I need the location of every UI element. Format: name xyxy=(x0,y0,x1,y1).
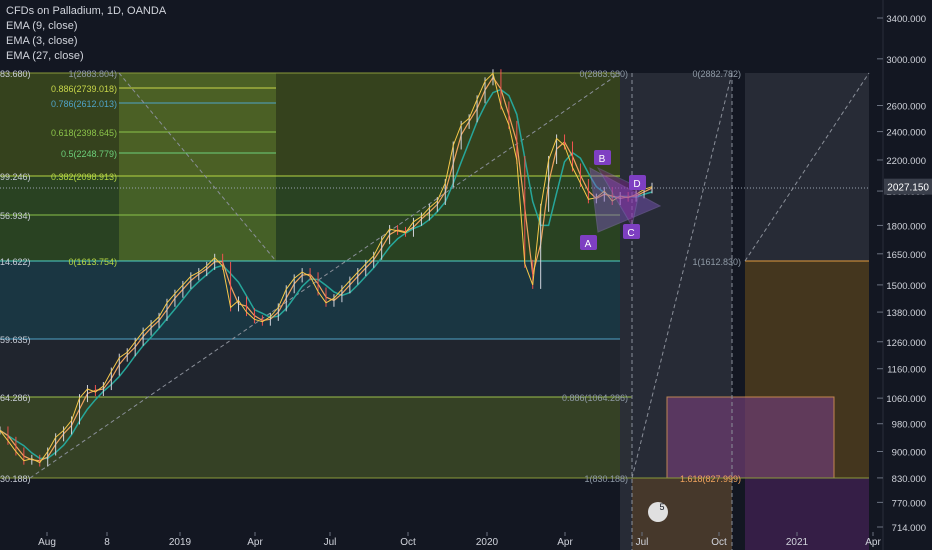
news-badge-count: 5 xyxy=(659,502,664,512)
time-tick-label-7: Apr xyxy=(557,537,573,548)
fib-edge-label-2: 56.934) xyxy=(0,211,31,221)
price-tick-label-13: 980.000 xyxy=(892,420,926,431)
pattern-label-C: C xyxy=(627,228,634,239)
fib-left-label-1: 0.886(2739.018) xyxy=(51,84,117,94)
price-tick-label-0: 3400.000 xyxy=(886,14,926,25)
pattern-label-D: D xyxy=(633,179,640,190)
ema-3-line xyxy=(0,72,653,464)
zone-upper xyxy=(0,176,620,261)
price-tick-label-2: 2600.000 xyxy=(886,101,926,112)
pattern-badge-C xyxy=(623,224,640,239)
zone-right-purple xyxy=(745,478,869,550)
fib-edge-label-1: 99.246) xyxy=(0,172,31,182)
news-badge-icon xyxy=(648,502,668,522)
price-tick-label-16: 770.000 xyxy=(892,498,926,509)
fib-right-label-1: 1(1612.830) xyxy=(692,257,741,267)
zone-low xyxy=(0,339,620,397)
price-axis-layer: 3400.000 3000.000 2600.000 2400.000 2200.000… xyxy=(877,0,932,550)
price-tick-label-7: 1650.000 xyxy=(886,250,926,261)
time-tick-label-9: Oct xyxy=(711,537,727,548)
time-tick-label-11: Apr xyxy=(865,537,881,548)
price-tick-label-10: 1260.000 xyxy=(886,338,926,349)
fib-box-purple xyxy=(666,396,835,479)
time-axis-layer: Aug 8 2019 Apr Jul Oct 2020 Apr Jul Oct 2021 Apr xyxy=(38,532,881,548)
fib-right-label-0: 0(2882.782) xyxy=(692,69,741,79)
chart-legend: CFDs on Palladium, 1D, OANDA EMA (9, clo… xyxy=(6,4,166,64)
pattern-badge-D xyxy=(629,175,646,190)
fib-mid-label-0: 0(2883.680) xyxy=(579,69,628,79)
pattern-label-B: B xyxy=(599,154,606,165)
price-tick-label-12: 1060.000 xyxy=(886,394,926,405)
fib-lines-layer xyxy=(0,72,870,550)
fib-mid-label-1: 0.886(1064.286) xyxy=(562,393,628,403)
time-tick-label-2: 2019 xyxy=(169,537,192,548)
time-tick-label-8: Jul xyxy=(636,537,649,548)
fib-left-label-2: 0.786(2612.013) xyxy=(51,99,117,109)
ema-27-label[interactable]: EMA (27, close) xyxy=(6,50,84,62)
price-tick-label-17: 714.000 xyxy=(892,523,926,534)
fib-labels-layer: 1(2883.804) 0.886(2739.018) 0.786(2612.013… xyxy=(0,69,741,522)
pattern-badge-B xyxy=(594,150,611,165)
ema-9-label[interactable]: EMA (9, close) xyxy=(6,20,78,32)
fib-zones-layer xyxy=(0,73,869,550)
time-tick-label-4: Jul xyxy=(324,537,337,548)
fib-edge-label-4: 59.635) xyxy=(0,335,31,345)
last-price-bg xyxy=(884,178,932,195)
fib-right-label-2: 1.618(827.999) xyxy=(680,474,741,484)
ema-3-label[interactable]: EMA (3, close) xyxy=(6,35,78,47)
fib-edge-label-5: 64.286) xyxy=(0,393,31,403)
time-tick-label-5: Oct xyxy=(400,537,416,548)
time-tick-label-3: Apr xyxy=(247,537,263,548)
time-tick-label-1: 8 xyxy=(104,537,110,548)
pattern-triangle-2 xyxy=(596,166,641,228)
fib-edge-label-6: 30.188) xyxy=(0,474,31,484)
fib-left-label-3: 0.618(2398.645) xyxy=(51,128,117,138)
pattern-badge-A xyxy=(580,235,597,250)
price-tick-label-15: 830.000 xyxy=(892,474,926,485)
time-tick-label-6: 2020 xyxy=(476,537,499,548)
price-axis-bg xyxy=(883,0,932,550)
time-tick-label-0: Aug xyxy=(38,537,56,548)
price-tick-label-9: 1380.000 xyxy=(886,308,926,319)
price-tick-label-11: 1160.000 xyxy=(887,365,926,376)
fib-left-label-4: 0.5(2248.779) xyxy=(61,149,117,159)
price-series-layer[interactable] xyxy=(0,69,653,467)
fib-edge-label-0: 83.680) xyxy=(0,69,31,79)
price-tick-label-8: 1500.000 xyxy=(886,281,926,292)
abcd-pattern-layer: A B C D xyxy=(580,150,662,250)
guide-line-3 xyxy=(744,72,870,262)
price-tick-label-1: 3000.000 xyxy=(886,55,926,66)
pattern-triangle-1 xyxy=(589,167,662,233)
symbol-title[interactable]: CFDs on Palladium, 1D, OANDA xyxy=(6,5,167,17)
time-tick-label-10: 2021 xyxy=(786,537,809,548)
fib-edge-label-3: 14.622) xyxy=(0,257,31,267)
guide-line-1 xyxy=(118,72,277,262)
price-tick-label-14: 900.000 xyxy=(892,447,926,458)
price-tick-label-4: 2200.000 xyxy=(886,156,926,167)
last-price-label: 2027.150 xyxy=(887,183,929,194)
zone-bottom xyxy=(0,397,632,478)
fib-left-label-6: 0(1613.754) xyxy=(68,257,117,267)
price-tick-label-6: 1800.000 xyxy=(886,221,926,232)
fib-left-label-5: 0.382(2098.913) xyxy=(51,172,117,182)
pattern-label-A: A xyxy=(585,239,592,250)
fib-left-label-0: 1(2883.804) xyxy=(68,69,117,79)
fib-mid-label-2: 1(830.188) xyxy=(584,474,628,484)
price-tick-label-3: 2400.000 xyxy=(886,128,926,139)
